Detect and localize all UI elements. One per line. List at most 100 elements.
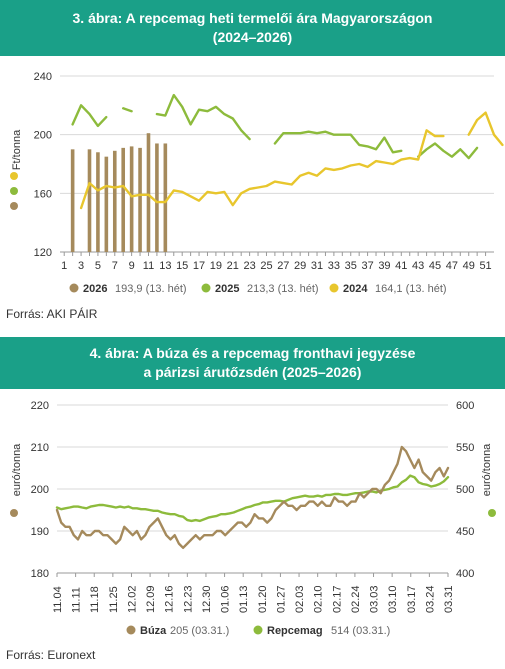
x-tick-label: 03.17 xyxy=(406,585,418,613)
line-2024 xyxy=(467,111,504,147)
legend-label-repcemag: Repcemag xyxy=(267,625,323,637)
x-tick-label: 45 xyxy=(429,260,441,272)
x-tick-label: 12.16 xyxy=(164,585,176,613)
bar-2026 xyxy=(121,147,126,252)
legend-label-2026: 2026 xyxy=(83,283,107,295)
y-right-tick-label: 450 xyxy=(456,526,474,538)
x-tick-label: 33 xyxy=(328,260,340,272)
chart1-title-banner: 3. ábra: A repcemag heti termelői ára Ma… xyxy=(0,0,505,56)
x-tick-label: 37 xyxy=(361,260,373,272)
legend-dot-buza xyxy=(126,625,136,635)
y-left-axis-title: euró/tonna xyxy=(11,443,23,496)
x-tick-label: 02.10 xyxy=(313,585,325,613)
y-tick-label: 160 xyxy=(34,188,52,200)
y-left-tick-label: 190 xyxy=(31,526,49,538)
legend-dot-2025 xyxy=(201,283,211,293)
x-tick-label: 29 xyxy=(294,260,306,272)
side-dot-repcemag xyxy=(488,509,496,517)
y-left-tick-label: 180 xyxy=(31,568,49,580)
y-axis-title: Ft/tonna xyxy=(11,129,23,170)
x-tick-label: 51 xyxy=(479,260,491,272)
side-dot-buza xyxy=(10,509,18,517)
bar-2026 xyxy=(112,150,117,252)
legend-label-2024: 2024 xyxy=(343,283,368,295)
line-2025 xyxy=(273,130,403,154)
chart1-title: 3. ábra: A repcemag heti termelői ára Ma… xyxy=(72,10,433,26)
x-tick-label: 7 xyxy=(112,260,118,272)
chart2-title-banner: 4. ábra: A búza és a repcemag fronthavi … xyxy=(0,337,505,389)
x-tick-label: 11.18 xyxy=(89,586,101,613)
bar-2026 xyxy=(129,146,134,252)
line-repcemag xyxy=(55,474,450,523)
y-right-tick-label: 550 xyxy=(456,442,474,454)
x-tick-label: 1 xyxy=(61,260,67,272)
x-tick-label: 39 xyxy=(378,260,390,272)
bar-2026 xyxy=(70,149,75,252)
y-right-axis-title: euró/tonna xyxy=(481,443,493,496)
y-tick-label: 120 xyxy=(34,247,52,259)
x-tick-label: 11.25 xyxy=(108,586,120,613)
y-right-tick-label: 500 xyxy=(456,484,474,496)
bar-2026 xyxy=(155,143,159,252)
side-dot-2026 xyxy=(10,202,18,210)
side-dot-2024 xyxy=(10,172,18,180)
x-tick-label: 03.03 xyxy=(369,585,381,613)
x-tick-label: 27 xyxy=(277,260,289,272)
bar-2026 xyxy=(163,143,168,252)
x-tick-label: 19 xyxy=(210,260,222,272)
legend-value-buza: 205 (03.31.) xyxy=(170,625,229,637)
legend-value-2024: 164,1 (13. hét) xyxy=(375,283,447,295)
line-2025 xyxy=(122,107,133,113)
legend-value-2025: 213,3 (13. hét) xyxy=(247,283,319,295)
x-tick-label: 01.06 xyxy=(220,585,232,613)
x-tick-label: 3 xyxy=(78,260,84,272)
x-tick-label: 41 xyxy=(395,260,407,272)
x-tick-label: 47 xyxy=(446,260,458,272)
x-tick-label: 12.09 xyxy=(145,585,157,613)
bar-2026 xyxy=(87,149,92,252)
x-tick-label: 02.17 xyxy=(331,585,343,613)
x-tick-label: 5 xyxy=(95,260,101,272)
x-tick-label: 11 xyxy=(143,260,154,272)
chart2-source: Forrás: Euronext xyxy=(6,648,96,662)
x-tick-label: 13 xyxy=(159,260,171,272)
chart2-title: 4. ábra: A búza és a repcemag fronthavi … xyxy=(89,345,416,361)
bar-2026 xyxy=(96,152,100,252)
legend-value-2026: 193,9 (13. hét) xyxy=(115,283,187,295)
legend-label-buza: Búza xyxy=(140,625,167,637)
x-tick-label: 9 xyxy=(129,260,135,272)
y-right-tick-label: 400 xyxy=(456,568,474,580)
x-tick-label: 03.10 xyxy=(387,585,399,613)
x-tick-label: 12.30 xyxy=(201,585,213,613)
y-tick-label: 200 xyxy=(34,130,52,142)
x-tick-label: 31 xyxy=(311,260,323,272)
y-left-tick-label: 200 xyxy=(31,484,49,496)
line-2025 xyxy=(71,104,108,128)
x-tick-label: 11.04 xyxy=(52,586,64,613)
x-tick-label: 43 xyxy=(412,260,424,272)
x-tick-label: 03.31 xyxy=(443,585,455,613)
bar-2026 xyxy=(138,147,142,252)
y-left-tick-label: 220 xyxy=(31,400,49,412)
y-tick-label: 240 xyxy=(34,71,52,83)
x-tick-label: 49 xyxy=(463,260,475,272)
chart1-subtitle: (2024–2026) xyxy=(212,29,293,45)
chart2-subtitle: a párizsi árutőzsdén (2025–2026) xyxy=(143,364,362,380)
legend-dot-2026 xyxy=(69,283,79,293)
legend-value-repcemag: 514 (03.31.) xyxy=(331,625,390,637)
x-tick-label: 02.03 xyxy=(294,585,306,613)
x-tick-label: 03.24 xyxy=(424,585,436,613)
x-tick-label: 01.27 xyxy=(275,585,287,613)
line-buza xyxy=(55,445,450,549)
x-tick-label: 15 xyxy=(176,260,188,272)
x-tick-label: 12.02 xyxy=(126,585,138,613)
x-tick-label: 21 xyxy=(227,260,239,272)
bar-2026 xyxy=(104,156,109,252)
chart1-source: Forrás: AKI PÁIR xyxy=(6,307,98,321)
x-tick-label: 12.23 xyxy=(182,585,194,613)
x-tick-label: 01.13 xyxy=(238,585,250,613)
legend-dot-repcemag xyxy=(253,625,263,635)
x-tick-label: 25 xyxy=(260,260,272,272)
line-2025 xyxy=(417,142,479,160)
